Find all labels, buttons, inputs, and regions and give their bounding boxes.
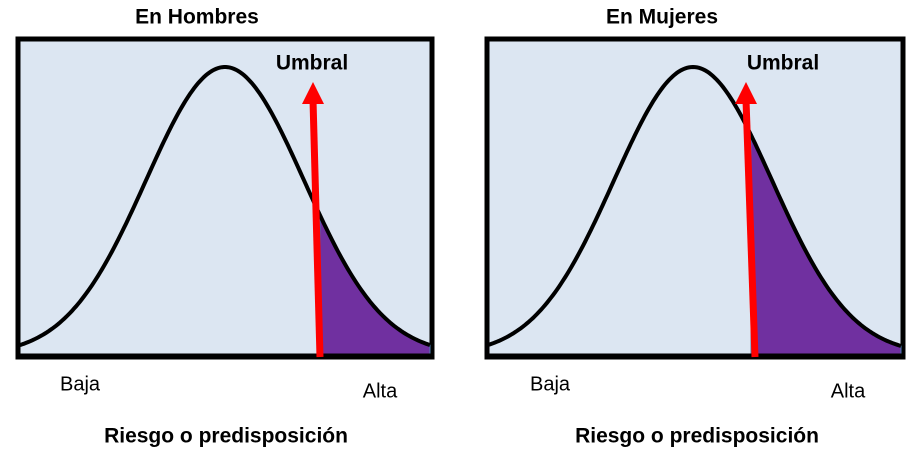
high-label: Alta [363, 380, 398, 402]
high-label: Alta [831, 380, 866, 402]
panel: En Mujeres Umbral Baja Alta Riesgo o pre… [484, 6, 906, 448]
arrow-head [302, 82, 324, 104]
threshold-label: Umbral [276, 52, 348, 75]
distribution-curve [19, 65, 431, 347]
axis-label: Riesgo o predisposición [104, 425, 348, 448]
panel-title: En Mujeres [606, 6, 718, 29]
panel: En Hombres Umbral Baja Alta Riesgo o pre… [15, 6, 435, 448]
threshold-label: Umbral [747, 52, 819, 75]
low-label: Baja [530, 373, 571, 395]
threshold-arrow [309, 99, 324, 358]
arrow-head [735, 82, 757, 104]
axis-label: Riesgo o predisposición [575, 425, 819, 448]
panel-title: En Hombres [135, 6, 259, 29]
distribution-curve [488, 64, 902, 348]
threshold-arrow [742, 99, 759, 358]
low-label: Baja [60, 373, 101, 395]
